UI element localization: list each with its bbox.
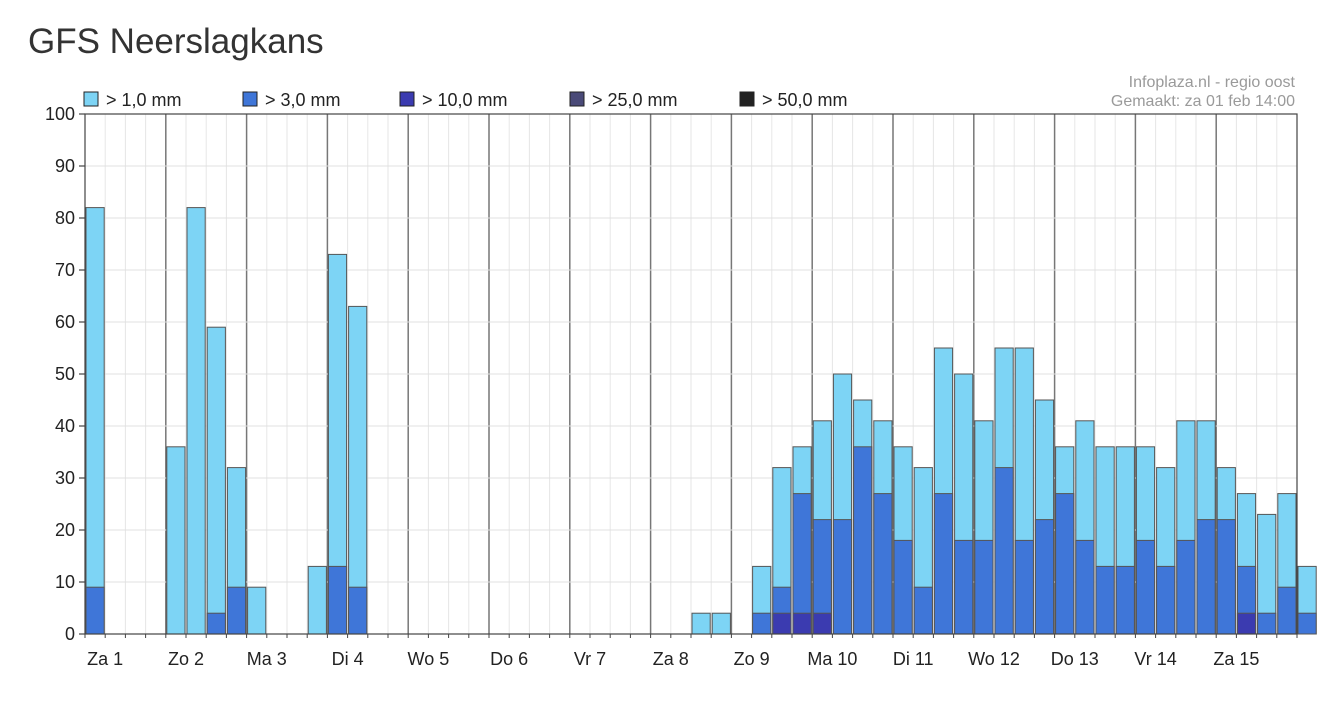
bar-series-1-slot-7 [226, 586, 247, 635]
x-day-label: Do 6 [490, 649, 528, 669]
x-day-label: Di 4 [332, 649, 364, 669]
bar-series-1-slot-49 [1075, 539, 1095, 635]
legend-swatch [399, 91, 415, 107]
legend-item: > 3,0 mm [242, 90, 341, 110]
x-day-label: Vr 14 [1134, 649, 1176, 669]
bar-series-0-slot-8 [247, 586, 267, 635]
bar-series-2-slot-34 [772, 612, 792, 635]
legend-swatch [242, 91, 258, 107]
bar-series-0-slot-31 [711, 612, 731, 635]
x-day-label: Zo 9 [734, 649, 770, 669]
bar-series-1-slot-42 [933, 493, 954, 635]
bar-series-1-slot-47 [1034, 519, 1055, 635]
y-tick-label: 100 [45, 104, 75, 124]
legend-label: > 3,0 mm [265, 90, 341, 110]
legend-swatch [83, 91, 99, 107]
y-tick-label: 30 [55, 468, 75, 488]
bar-series-1-slot-38 [853, 446, 873, 635]
bar-series-1-slot-12 [327, 565, 348, 635]
bar-series-0-slot-4 [166, 446, 186, 635]
x-day-label: Wo 5 [408, 649, 450, 669]
y-tick-label: 0 [65, 624, 75, 644]
bar-series-2-slot-35 [792, 612, 812, 635]
bar-series-1-slot-52 [1135, 539, 1156, 635]
bar-series-1-slot-40 [893, 539, 913, 635]
legend-label: > 50,0 mm [762, 90, 848, 110]
legend-label: > 10,0 mm [422, 90, 508, 110]
bar-series-1-slot-45 [994, 467, 1014, 635]
bar-series-1-slot-54 [1176, 539, 1196, 635]
y-tick-label: 40 [55, 416, 75, 436]
bar-series-0-slot-0 [85, 207, 105, 635]
bar-series-1-slot-48 [1055, 493, 1075, 635]
bar-series-1-slot-39 [873, 493, 893, 635]
bar-series-1-slot-58 [1257, 612, 1277, 635]
x-day-label: Di 11 [893, 649, 934, 669]
legend-swatch [739, 91, 755, 107]
bar-series-1-slot-53 [1156, 565, 1176, 635]
legend-item: > 25,0 mm [569, 90, 678, 110]
bar-series-1-slot-55 [1196, 519, 1216, 635]
bar-series-1-slot-41 [913, 586, 933, 635]
bar-series-1-slot-33 [752, 612, 772, 635]
source-label: Infoplaza.nl - regio oost [1129, 74, 1296, 91]
y-tick-label: 70 [55, 260, 75, 280]
bar-series-0-slot-11 [307, 565, 327, 635]
legend-item: > 50,0 mm [739, 90, 848, 110]
bar-series-1-slot-6 [206, 612, 226, 635]
y-tick-label: 10 [55, 572, 75, 592]
bar-series-1-slot-13 [348, 586, 368, 635]
legend-item: > 10,0 mm [399, 90, 508, 110]
bar-series-0-slot-6 [206, 326, 226, 635]
bar-series-1-slot-0 [85, 586, 105, 635]
x-day-label: Ma 10 [807, 649, 857, 669]
bar-series-1-slot-37 [832, 519, 853, 635]
bar-series-1-slot-59 [1277, 586, 1297, 635]
bar-series-0-slot-5 [186, 207, 206, 635]
x-day-label: Wo 12 [968, 649, 1020, 669]
legend-item: > 1,0 mm [83, 90, 182, 110]
grid-layer [85, 113, 1297, 635]
legend-label: > 1,0 mm [106, 90, 182, 110]
bar-series-1-slot-43 [954, 539, 974, 635]
bar-series-2-slot-57 [1236, 612, 1257, 635]
bar-series-1-slot-60 [1297, 612, 1317, 635]
legend-label: > 25,0 mm [592, 90, 678, 110]
x-day-label: Ma 3 [247, 649, 287, 669]
bar-series-2-slot-36 [812, 612, 832, 635]
x-day-label: Vr 7 [574, 649, 606, 669]
y-tick-label: 50 [55, 364, 75, 384]
y-tick-label: 80 [55, 208, 75, 228]
bar-series-0-slot-13 [348, 305, 368, 635]
created-timestamp: Gemaakt: za 01 feb 14:00 [1111, 93, 1295, 110]
y-tick-label: 90 [55, 156, 75, 176]
bar-series-1-slot-46 [1014, 539, 1034, 635]
page-title: GFS Neerslagkans [28, 22, 324, 61]
x-day-label: Za 15 [1213, 649, 1259, 669]
bar-series-0-slot-30 [691, 612, 711, 635]
bar-series-1-slot-44 [974, 539, 994, 635]
bar-series-1-slot-56 [1216, 519, 1236, 635]
x-day-label: Za 1 [87, 649, 123, 669]
bar-series-1-slot-50 [1095, 565, 1115, 635]
axis-layer: 0 10 20 30 40 50 60 70 80 90 100 Za 1 Zo 2 Ma 3 Di 4 Wo… [45, 104, 1298, 669]
x-day-label: Za 8 [653, 649, 689, 669]
y-tick-label: 60 [55, 312, 75, 332]
x-day-label: Zo 2 [168, 649, 204, 669]
bar-series-1-slot-51 [1115, 565, 1135, 635]
y-tick-label: 20 [55, 520, 75, 540]
legend: > 1,0 mm > 3,0 mm > 10,0 mm > 25,0 mm > 50,0… [83, 90, 848, 110]
legend-swatch [569, 91, 585, 107]
x-day-label: Do 13 [1051, 649, 1099, 669]
